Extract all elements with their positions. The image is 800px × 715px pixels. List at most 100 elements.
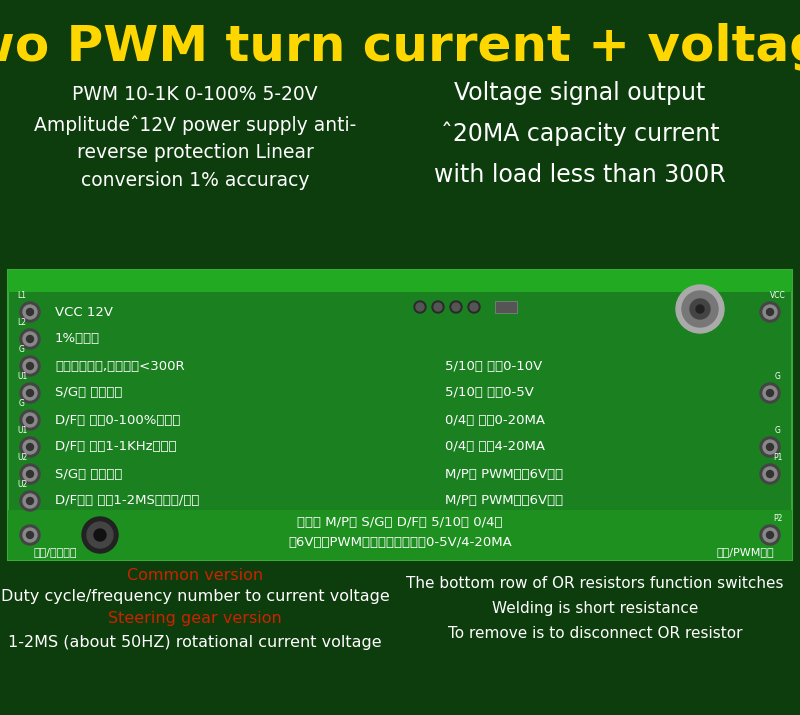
Circle shape: [760, 383, 780, 403]
Circle shape: [20, 491, 40, 511]
Bar: [8, 270, 792, 560]
Text: U2: U2: [17, 480, 27, 489]
Circle shape: [26, 531, 34, 538]
Text: G: G: [19, 399, 25, 408]
Circle shape: [23, 494, 37, 508]
Text: U2: U2: [17, 453, 27, 462]
Circle shape: [760, 464, 780, 484]
Circle shape: [20, 329, 40, 349]
Text: 电流/电压输出: 电流/电压输出: [34, 547, 77, 557]
Circle shape: [416, 303, 424, 311]
Circle shape: [468, 301, 480, 313]
Circle shape: [432, 301, 444, 313]
Text: Amplitudeˆ12V power supply anti-: Amplitudeˆ12V power supply anti-: [34, 115, 356, 134]
Text: S/G开 普通版本: S/G开 普通版本: [55, 387, 122, 400]
Circle shape: [760, 525, 780, 545]
Bar: [8, 510, 792, 560]
Circle shape: [450, 301, 462, 313]
Circle shape: [26, 498, 34, 505]
Bar: [495, 301, 517, 313]
Circle shape: [766, 443, 774, 450]
Text: conversion 1% accuracy: conversion 1% accuracy: [81, 172, 310, 190]
Circle shape: [766, 390, 774, 397]
Circle shape: [26, 335, 34, 342]
Text: The bottom row of OR resistors function switches: The bottom row of OR resistors function …: [406, 576, 784, 591]
Text: VCC 12V: VCC 12V: [55, 305, 113, 318]
Text: G: G: [775, 372, 781, 381]
Text: U1: U1: [17, 426, 27, 435]
Circle shape: [434, 303, 442, 311]
Circle shape: [763, 305, 777, 319]
Text: 1-2MS (about 50HZ) rotational current voltage: 1-2MS (about 50HZ) rotational current vo…: [8, 634, 382, 649]
Circle shape: [26, 443, 34, 450]
Circle shape: [20, 410, 40, 430]
Circle shape: [766, 470, 774, 478]
Text: PWM 10-1K 0-100% 5-20V: PWM 10-1K 0-100% 5-20V: [72, 86, 318, 104]
Text: 电压运放输出,电流带载<300R: 电压运放输出,电流带载<300R: [55, 360, 185, 373]
Circle shape: [20, 525, 40, 545]
Circle shape: [452, 303, 460, 311]
Circle shape: [20, 464, 40, 484]
Text: D/F开 输入1-1KHz频率数: D/F开 输入1-1KHz频率数: [55, 440, 177, 453]
Text: reverse protection Linear: reverse protection Linear: [77, 144, 314, 162]
Text: 0/4短 输入4-20MA: 0/4短 输入4-20MA: [445, 440, 545, 453]
Circle shape: [23, 413, 37, 427]
Text: 0/4开 输入0-20MA: 0/4开 输入0-20MA: [445, 413, 545, 427]
Text: 5/10开 输入0-10V: 5/10开 输入0-10V: [445, 360, 542, 373]
Circle shape: [23, 359, 37, 373]
Circle shape: [20, 437, 40, 457]
Text: L1: L1: [18, 291, 26, 300]
Circle shape: [696, 305, 704, 313]
Bar: [8, 270, 792, 292]
Circle shape: [766, 308, 774, 315]
Circle shape: [87, 522, 113, 548]
Circle shape: [763, 467, 777, 481]
Text: G: G: [775, 426, 781, 435]
Circle shape: [20, 356, 40, 376]
Circle shape: [23, 305, 37, 319]
Text: P2: P2: [774, 514, 782, 523]
Text: L2: L2: [18, 318, 26, 327]
Circle shape: [763, 440, 777, 454]
Circle shape: [23, 528, 37, 542]
Text: Welding is short resistance: Welding is short resistance: [492, 601, 698, 616]
Circle shape: [690, 299, 710, 319]
Text: D/F不用 固定1-2MS转电压/电流: D/F不用 固定1-2MS转电压/电流: [55, 495, 199, 508]
Circle shape: [20, 383, 40, 403]
Text: U1: U1: [17, 372, 27, 381]
Text: 5/10短 输入0-5V: 5/10短 输入0-5V: [445, 387, 534, 400]
Circle shape: [94, 529, 106, 541]
Circle shape: [760, 437, 780, 457]
Circle shape: [766, 531, 774, 538]
Text: 默认发 M/P短 S/G开 D/F短 5/10短 0/4短: 默认发 M/P短 S/G开 D/F短 5/10短 0/4短: [298, 516, 502, 530]
Circle shape: [23, 440, 37, 454]
Circle shape: [26, 363, 34, 370]
Circle shape: [26, 417, 34, 423]
Text: Steering gear version: Steering gear version: [108, 611, 282, 626]
Text: with load less than 300R: with load less than 300R: [434, 163, 726, 187]
Text: ˆ20MA capacity current: ˆ20MA capacity current: [441, 122, 719, 147]
Circle shape: [26, 470, 34, 478]
Circle shape: [676, 285, 724, 333]
Circle shape: [763, 386, 777, 400]
Circle shape: [20, 302, 40, 322]
Text: 电阶/PWM输入: 电阶/PWM输入: [716, 547, 774, 557]
Text: VCC: VCC: [770, 291, 786, 300]
Text: G: G: [19, 345, 25, 354]
Text: M/P短 PWM幅倶6V以下: M/P短 PWM幅倶6V以下: [445, 495, 563, 508]
Text: To remove is to disconnect OR resistor: To remove is to disconnect OR resistor: [448, 626, 742, 641]
Circle shape: [682, 291, 718, 327]
Text: M/P开 PWM幅倶6V以上: M/P开 PWM幅倶6V以上: [445, 468, 563, 480]
Text: Voltage signal output: Voltage signal output: [454, 81, 706, 105]
Circle shape: [82, 517, 118, 553]
Circle shape: [414, 301, 426, 313]
Circle shape: [23, 332, 37, 346]
Circle shape: [26, 308, 34, 315]
Text: 公6V以下PWM普通版本占空比转0-5V/4-20MA: 公6V以下PWM普通版本占空比转0-5V/4-20MA: [288, 536, 512, 548]
Text: Duty cycle/frequency number to current voltage: Duty cycle/frequency number to current v…: [1, 589, 390, 604]
Circle shape: [23, 386, 37, 400]
Text: S/G短 舟机版本: S/G短 舟机版本: [55, 468, 122, 480]
Circle shape: [763, 528, 777, 542]
Text: P1: P1: [774, 453, 782, 462]
Circle shape: [23, 467, 37, 481]
